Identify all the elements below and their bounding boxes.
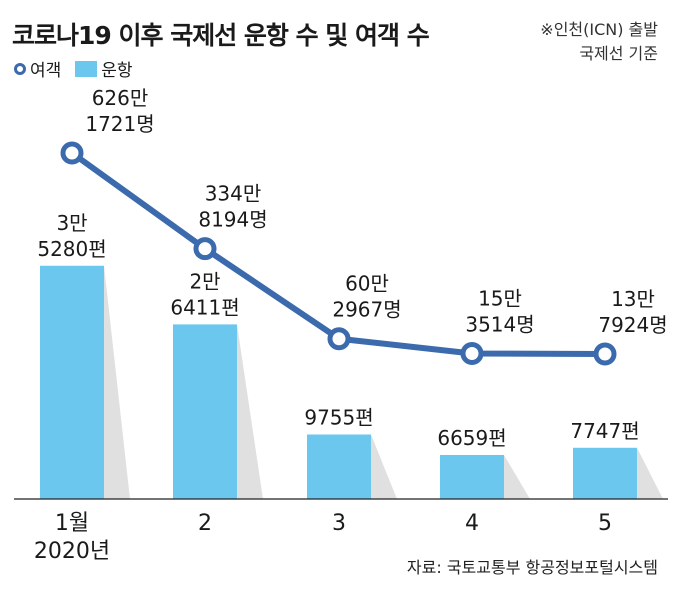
line-value-label: 3514명 <box>465 312 534 336</box>
line-point <box>193 237 217 261</box>
bar-flights <box>307 434 371 499</box>
bar-flights <box>440 454 504 499</box>
bar-value-label: 2만 <box>189 269 220 293</box>
line-value-label: 334만 <box>205 182 262 206</box>
bar-shadow <box>237 324 263 499</box>
x-tick-label: 3 <box>332 511 346 536</box>
line-value-label: 626만 <box>92 86 149 110</box>
bar-value-label: 3만 <box>56 211 87 235</box>
bar-flights <box>573 447 637 499</box>
chart-note: ※인천(ICN) 출발 국제선 기준 <box>540 18 658 66</box>
line-value-label: 1721명 <box>85 112 154 136</box>
line-point <box>60 141 84 165</box>
x-tick-label: 1월 <box>55 511 89 536</box>
legend: 여객 운항 <box>14 56 133 81</box>
note-line: ※인천(ICN) 출발 <box>540 20 658 39</box>
bar-shadow <box>104 265 130 499</box>
bar-value-label: 7747편 <box>570 419 639 443</box>
chart-title: 코로나19 이후 국제선 운항 수 및 여객 수 <box>12 21 430 50</box>
line-value-label: 60만 <box>345 272 389 296</box>
legend-passengers-label: 여객 <box>30 61 62 81</box>
legend-line-marker-icon <box>14 62 26 75</box>
x-tick-label: 2020년 <box>34 539 110 564</box>
bar-value-label: 6659편 <box>437 426 506 450</box>
line-value-label: 7924명 <box>598 313 667 337</box>
x-tick-label: 5 <box>598 511 612 536</box>
note-line: 국제선 기준 <box>579 44 658 63</box>
line-point <box>593 342 617 366</box>
legend-flights-label: 운항 <box>101 61 133 81</box>
bar-value-label: 6411편 <box>170 295 239 319</box>
x-tick-label: 2 <box>198 511 212 536</box>
bar-value-label: 5280편 <box>37 237 106 261</box>
line-value-label: 8194명 <box>198 208 267 232</box>
legend-bar-swatch-icon <box>75 60 98 77</box>
bar-shadow <box>637 447 663 499</box>
bar-shadow <box>504 454 530 499</box>
line-value-label: 2967명 <box>332 298 401 322</box>
bar-shadow <box>371 434 397 499</box>
bar-value-label: 9755편 <box>304 406 373 430</box>
source-note: 자료: 국토교통부 항공정보포털시스템 <box>406 558 658 577</box>
line-value-label: 15만 <box>478 286 522 310</box>
x-tick-label: 4 <box>465 511 479 536</box>
bar-flights <box>40 265 104 499</box>
line-point <box>327 327 351 351</box>
line-point <box>460 341 484 365</box>
line-value-label: 13만 <box>611 287 655 311</box>
bar-flights <box>173 324 237 499</box>
